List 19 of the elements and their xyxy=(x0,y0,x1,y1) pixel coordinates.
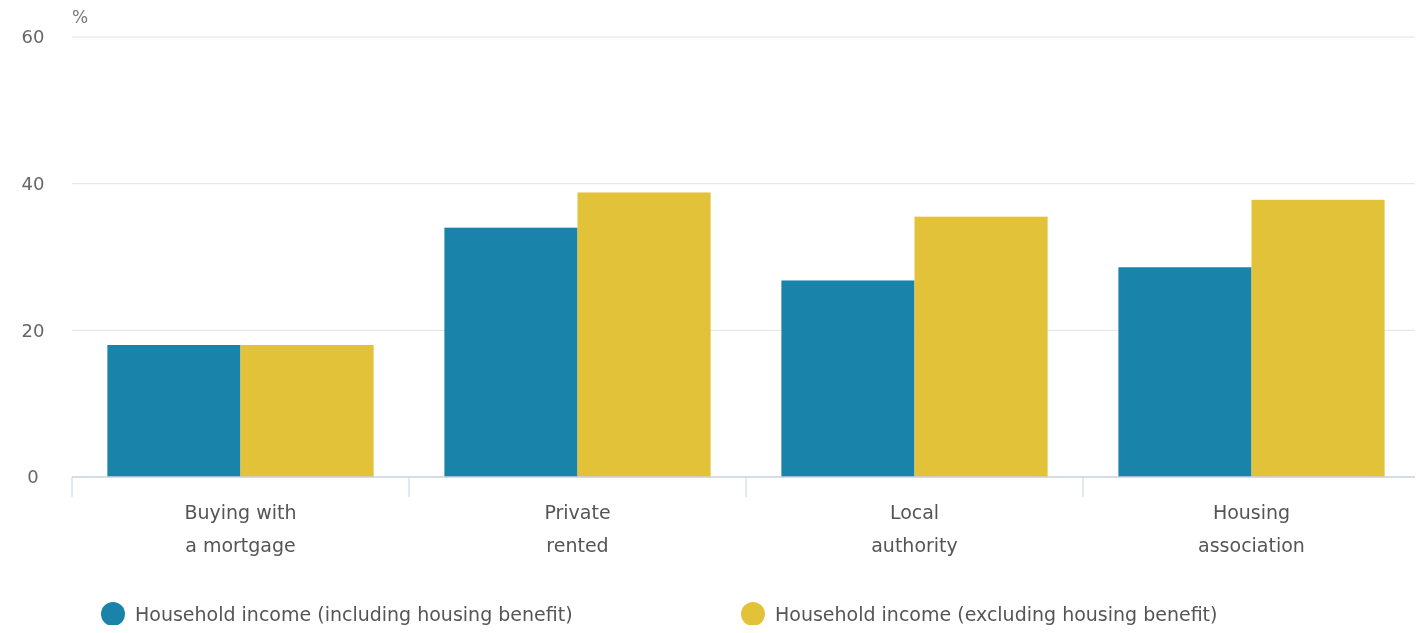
bar xyxy=(781,280,915,477)
y-tick-label: 20 xyxy=(21,319,45,341)
x-tick-label: Buying with a mortgage xyxy=(184,501,297,556)
y-axis-title: % xyxy=(72,7,89,27)
bar xyxy=(1251,199,1385,477)
x-tick-label: Housing association xyxy=(1198,501,1305,556)
bar xyxy=(914,216,1048,477)
y-tick-label: 40 xyxy=(21,172,45,194)
legend-label: Household income (including housing benefit) xyxy=(135,602,573,625)
legend-label: Household income (excluding housing benefit) xyxy=(775,602,1218,625)
x-tick-label: Local authority xyxy=(871,501,958,556)
bar xyxy=(577,192,711,477)
bar xyxy=(107,345,241,477)
bar xyxy=(1118,267,1252,477)
x-tick-label: Private rented xyxy=(544,501,611,556)
y-tick-label: 0 xyxy=(27,466,39,488)
bar xyxy=(444,227,578,477)
bar xyxy=(240,345,374,477)
y-tick-label: 60 xyxy=(21,26,45,48)
